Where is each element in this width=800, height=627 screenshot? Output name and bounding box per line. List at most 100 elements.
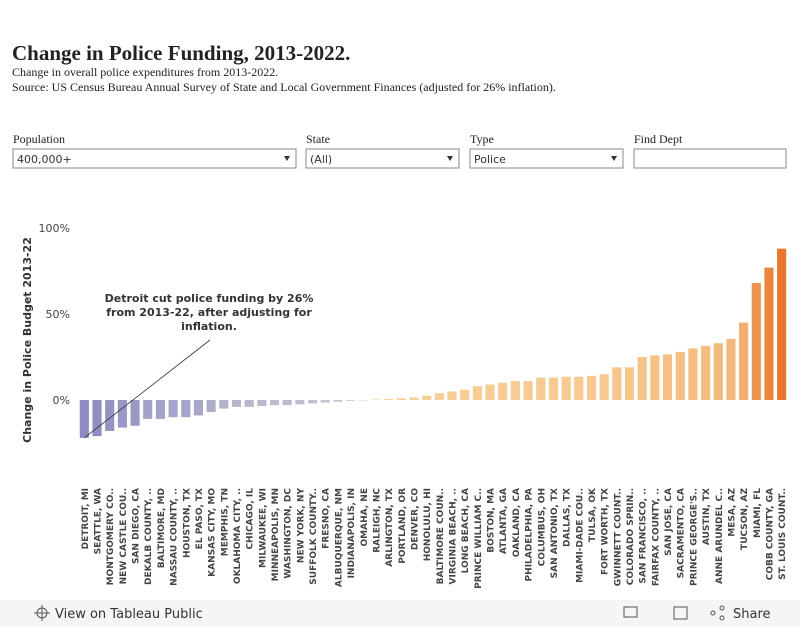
filter-box[interactable] xyxy=(12,148,297,169)
x-tick-label: OKLAHOMA CITY, .. xyxy=(233,488,243,584)
toolbar-icons xyxy=(34,605,725,621)
filter-value: 400,000+ xyxy=(17,153,72,166)
annotation-line xyxy=(84,339,211,439)
x-tick-label: VIRGINIA BEACH, .. xyxy=(449,488,459,584)
y-tick-label: 100% xyxy=(39,222,70,235)
x-tick-label: NASSAU COUNTY, .. xyxy=(170,488,180,586)
bar xyxy=(460,389,470,400)
filter-value: Police xyxy=(474,153,506,166)
x-tick-label: CHICAGO, IL xyxy=(246,488,256,550)
title: Change in Police Funding, 2013-2022. xyxy=(12,41,350,65)
x-tick-label: HOUSTON, TX xyxy=(182,488,192,558)
bar xyxy=(244,400,254,407)
bar xyxy=(92,400,102,437)
bar xyxy=(739,322,749,400)
x-tick-label: EL PASO, TX xyxy=(195,488,205,549)
bar xyxy=(485,384,495,400)
bar xyxy=(181,400,191,418)
bar xyxy=(422,395,432,400)
x-tick-label: GWINNETT COUNT.. xyxy=(613,488,623,586)
x-tick-label: ALBUQUERQUE, NM xyxy=(334,488,344,587)
bar xyxy=(751,283,761,400)
x-tick-label: RALEIGH, NC xyxy=(372,488,382,553)
x-tick-label: SAN FRANCISCO, .. xyxy=(639,488,649,584)
x-tick-label: FAIRFAX COUNTY, .. xyxy=(651,488,661,586)
annotation: Detroit cut police funding by 26% xyxy=(105,292,314,305)
x-tick-label: MIAMI, FL xyxy=(753,488,763,538)
x-tick-label: TULSA, OK xyxy=(588,487,598,542)
x-tick-label: COBB COUNTY, GA xyxy=(765,488,775,580)
filter-box[interactable] xyxy=(305,148,460,169)
x-tick-label: PRINCE GEORGE'S.. xyxy=(689,488,699,586)
bar xyxy=(675,351,685,400)
bar xyxy=(523,381,533,400)
share-button[interactable]: Share xyxy=(733,607,771,622)
bar xyxy=(282,400,292,406)
x-tick-label: OMAHA, NE xyxy=(360,488,370,546)
x-tick-label: MONTGOMERY CO.. xyxy=(106,488,116,585)
x-tick-label: SUFFOLK COUNTY.. xyxy=(309,488,319,585)
x-tick-label: KANSAS CITY, MO xyxy=(208,488,218,577)
x-tick-label: INDIANAPOLIS, IN xyxy=(347,488,357,578)
bar xyxy=(701,345,711,400)
x-tick-label: WASHINGTON, DC xyxy=(284,488,294,579)
toolbar xyxy=(0,600,800,627)
bar xyxy=(586,375,597,400)
x-tick-label: ARLINGTON, TX xyxy=(385,488,395,567)
y-axis-label: Change in Police Budget 2013-22 xyxy=(21,237,34,443)
annotation: inflation. xyxy=(181,320,237,333)
bar xyxy=(396,398,406,400)
bar xyxy=(637,357,647,400)
bar xyxy=(662,354,673,400)
dropdown-arrow xyxy=(447,156,453,161)
bar xyxy=(130,400,140,426)
x-tick-label: TUCSON, AZ xyxy=(740,488,750,550)
bar xyxy=(713,343,723,400)
bar xyxy=(333,400,343,402)
bar xyxy=(206,400,216,413)
bar xyxy=(371,399,381,400)
x-tick-label: NEW YORK, NY xyxy=(296,488,306,564)
bar xyxy=(599,374,609,400)
x-tick-label: MILWAUKEE, WI xyxy=(258,488,268,568)
x-tick-label: SEATTLE, WA xyxy=(94,488,104,554)
filter-label: Find Dept xyxy=(634,132,683,146)
x-tick-label: SAN JOSE, CA xyxy=(664,488,674,556)
filter-box[interactable] xyxy=(469,148,624,169)
view-link[interactable]: View on Tableau Public xyxy=(55,607,203,622)
bar xyxy=(726,338,736,400)
y-tick-label: 50% xyxy=(46,308,70,321)
bar xyxy=(346,400,356,401)
source: Source: US Census Bureau Annual Survey o… xyxy=(12,80,556,94)
bar xyxy=(561,376,571,400)
filters: Population 400,000+ State (All) Type Police Fi… xyxy=(12,132,787,169)
x-tick-label: OAKLAND, CA xyxy=(512,488,522,557)
x-tick-label: ANNE ARUNDEL C.. xyxy=(715,488,725,584)
bar xyxy=(79,400,89,438)
x-tick-label: FRESNO, CA xyxy=(322,488,332,549)
bar xyxy=(574,376,584,400)
bar xyxy=(155,400,165,419)
filter-label: Type xyxy=(470,132,494,146)
x-tick-label: BALTIMORE, MD xyxy=(157,488,167,568)
bar xyxy=(105,400,115,431)
x-tick-label: ST. LOUIS COUNT.. xyxy=(778,488,788,580)
bar xyxy=(231,400,242,407)
filter-box[interactable] xyxy=(633,148,787,169)
x-tick-label: COLUMBUS, OH xyxy=(537,488,547,566)
bar xyxy=(168,400,178,418)
x-tick-label: DALLAS, TX xyxy=(563,488,573,547)
x-tick-label: SAN ANTONIO, TX xyxy=(550,488,560,578)
x-tick-label: COLORADO SPRIN.. xyxy=(626,488,636,585)
filter-label: State xyxy=(306,132,330,146)
bar xyxy=(510,381,520,400)
bar xyxy=(358,400,368,401)
bar xyxy=(143,400,153,419)
bar xyxy=(193,400,204,416)
bar xyxy=(384,398,394,400)
bar xyxy=(434,393,444,400)
bar xyxy=(777,248,787,400)
x-tick-label: AUSTIN, TX xyxy=(702,488,712,545)
